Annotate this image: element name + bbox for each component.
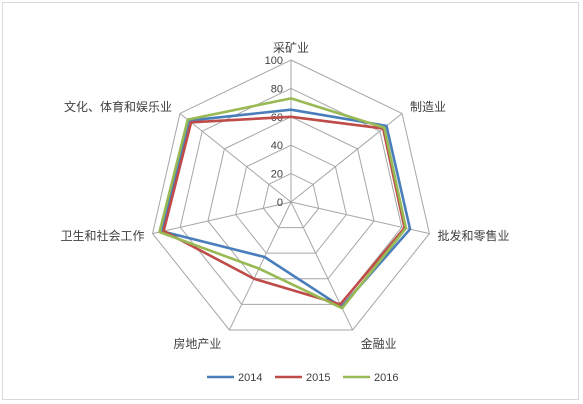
series-lines	[158, 97, 412, 310]
grid-ring-20	[262, 173, 320, 229]
grid-ring-40	[235, 144, 347, 254]
category-label-3: 金融业	[361, 336, 397, 351]
category-label-4: 房地产业	[173, 336, 221, 351]
tick-label-20: 20	[271, 169, 283, 181]
category-label-1: 制造业	[410, 100, 446, 114]
grid-ring-100	[152, 59, 430, 331]
spoke-6	[179, 113, 292, 203]
category-label-0: 采矿业	[273, 41, 309, 55]
tick-label-80: 80	[271, 83, 283, 95]
grid-ring-80	[179, 87, 403, 305]
legend-label-2016: 2016	[374, 372, 398, 384]
spoke-3	[290, 201, 354, 331]
tick-label-0: 0	[277, 197, 283, 209]
series-2014-line	[160, 108, 412, 309]
tick-label-100: 100	[265, 55, 283, 67]
spoke-4	[228, 201, 292, 331]
category-label-5: 卫生和社会工作	[61, 228, 145, 243]
legend: 2014 2015 2016	[207, 372, 398, 384]
grid-ring-60	[207, 116, 375, 280]
series-2016-line	[158, 97, 408, 310]
tick-label-40: 40	[271, 140, 283, 152]
category-label-6: 文化、体育和娱乐业	[64, 99, 172, 114]
category-label-2: 批发和零售业	[437, 228, 509, 243]
legend-label-2014: 2014	[238, 372, 262, 384]
legend-label-2015: 2015	[306, 372, 330, 384]
spoke-5	[152, 201, 292, 235]
